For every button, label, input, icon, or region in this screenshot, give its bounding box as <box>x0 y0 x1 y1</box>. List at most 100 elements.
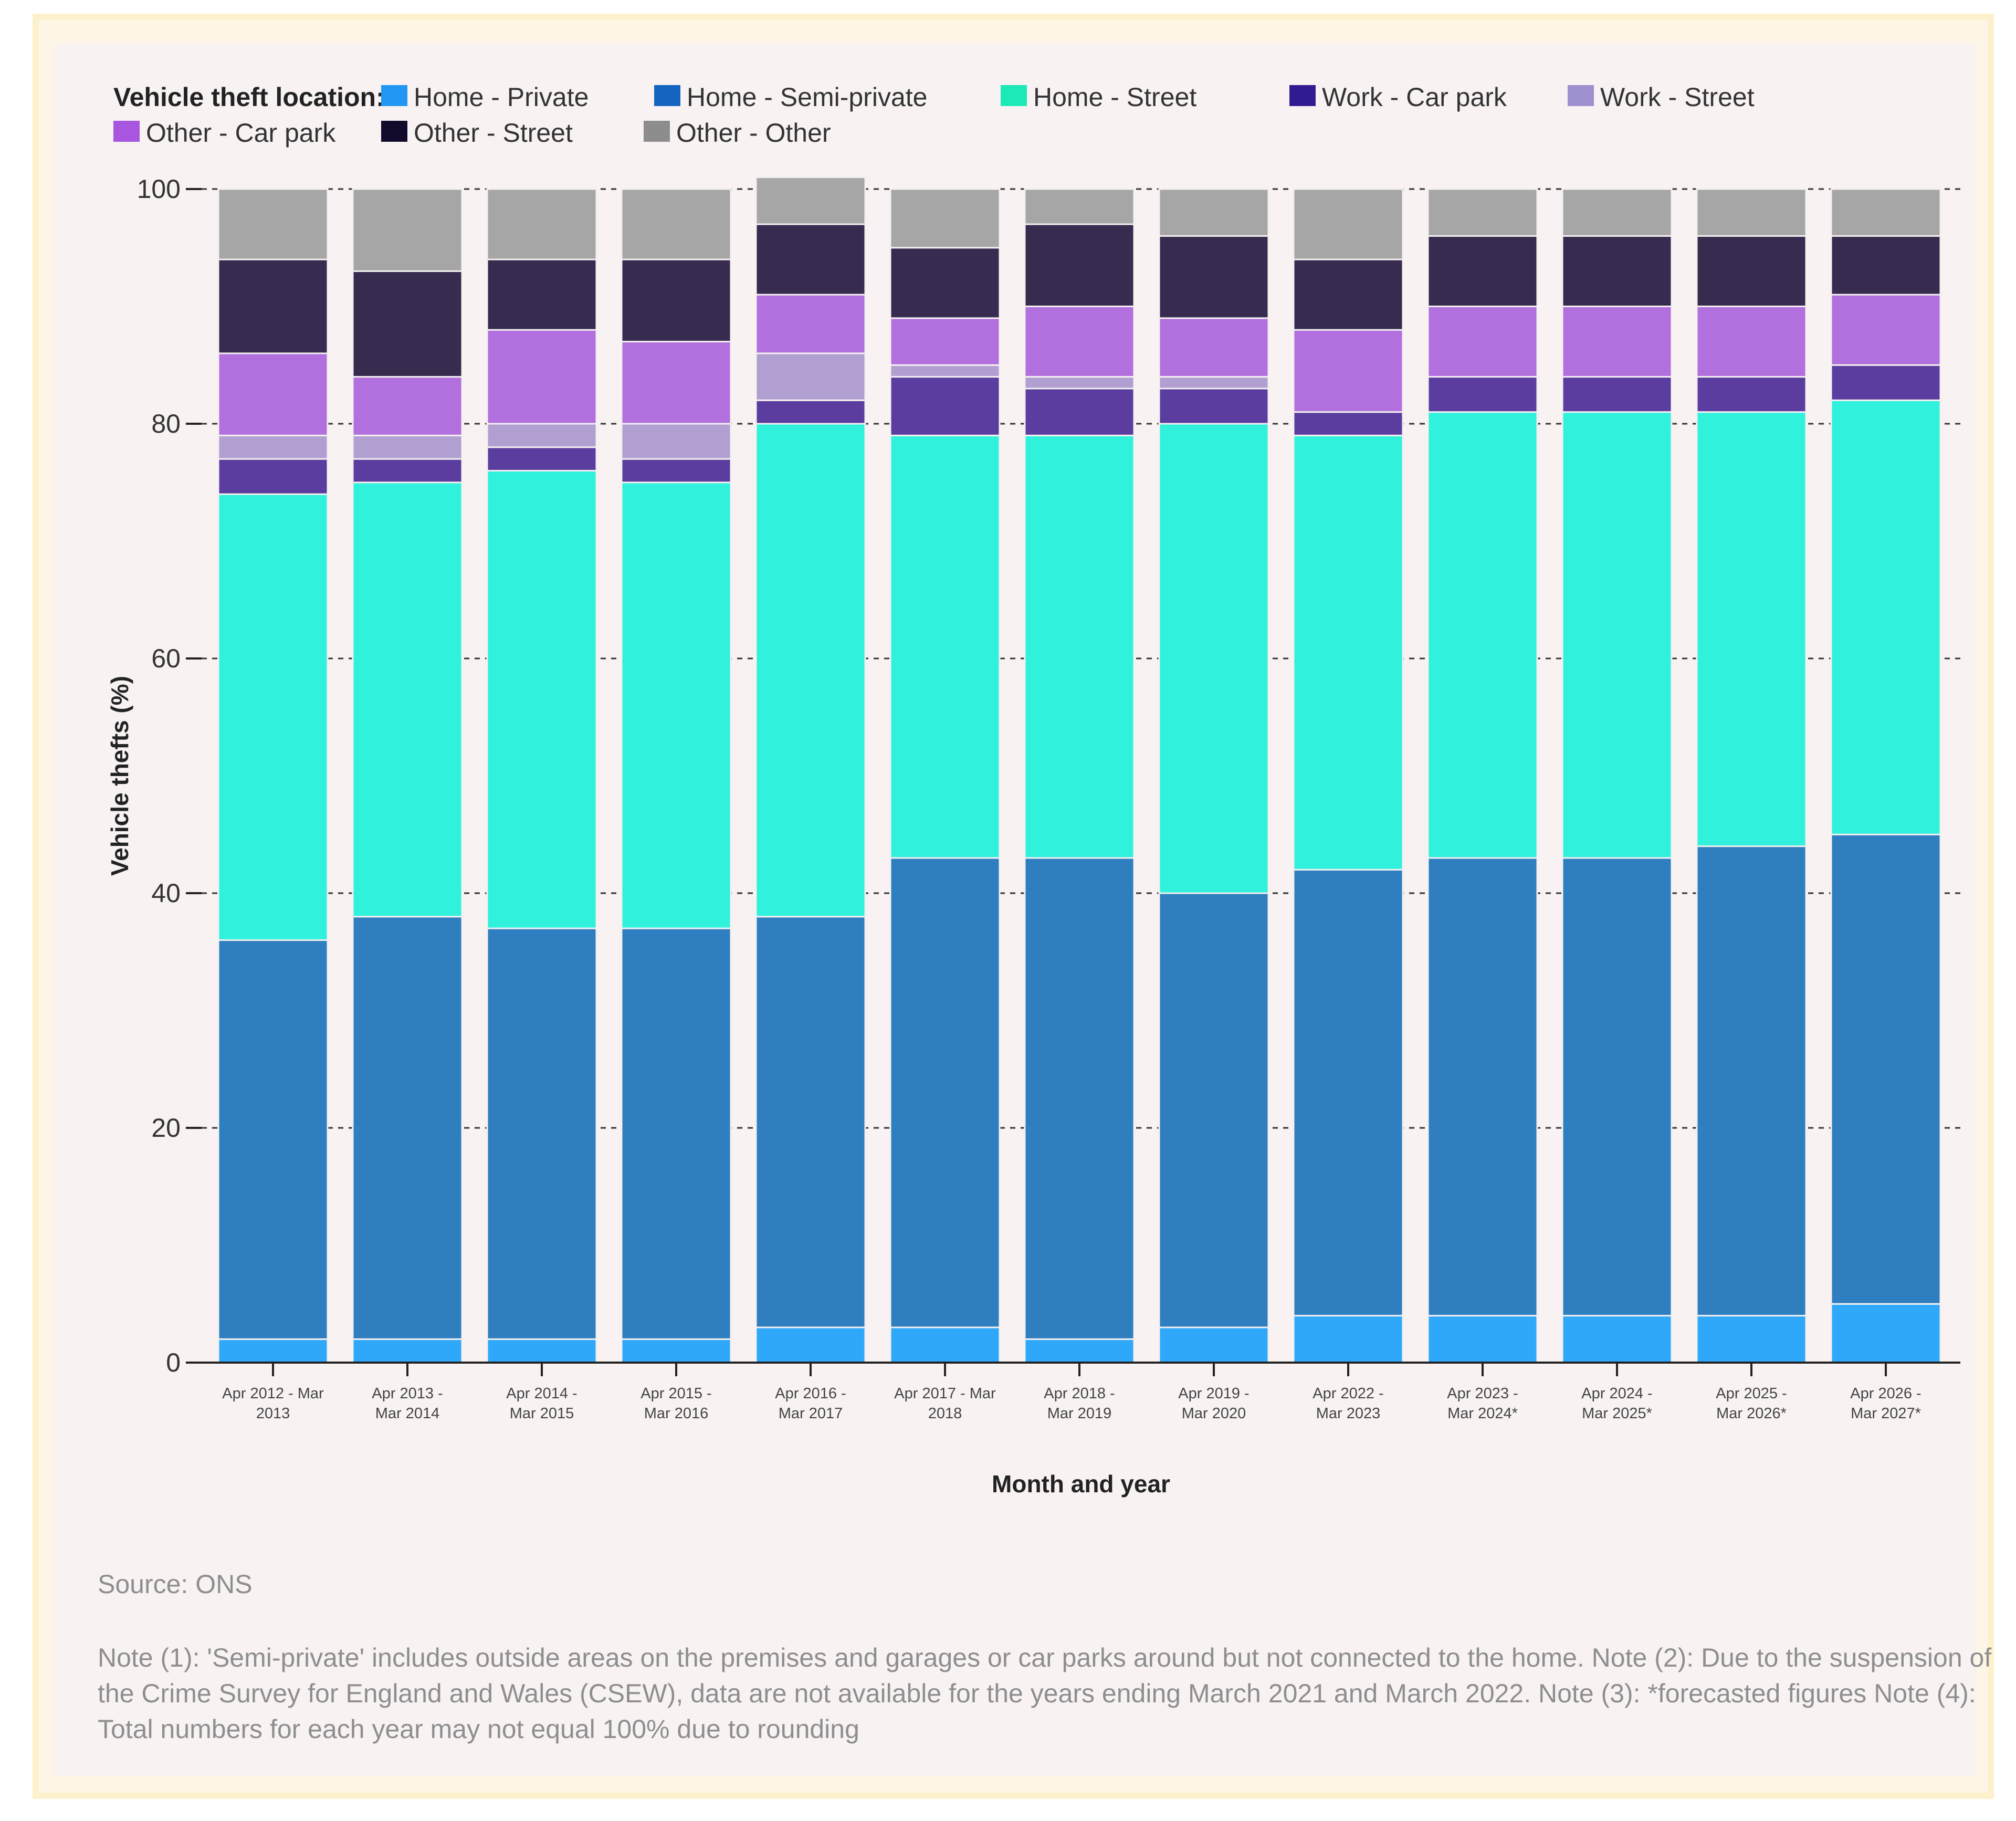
bar-segment-home-semi-private <box>486 927 597 1340</box>
bar-segment-work-street <box>755 352 866 401</box>
legend-item-other-car-park: Other - Car park <box>113 118 336 148</box>
bar-segment-work-street <box>889 364 1001 378</box>
x-tick-label: Apr 2026 -Mar 2027* <box>1850 1385 1921 1422</box>
bar-segment-other-car-park <box>352 376 463 436</box>
legend-swatch <box>644 121 670 142</box>
bar-segment-other-car-park <box>1158 317 1269 378</box>
bar-segment-work-car-park <box>352 458 463 484</box>
bar-segment-work-street <box>352 434 463 460</box>
bar-segment-home-private <box>486 1338 597 1364</box>
legend-swatch <box>381 121 407 142</box>
y-tick-label: 60 <box>151 644 181 673</box>
bar-segment-home-street <box>621 482 732 929</box>
bar-segment-home-private <box>1561 1315 1673 1364</box>
bar-segment-home-private <box>1696 1315 1807 1364</box>
y-axis-title: Vehicle thefts (%) <box>106 676 133 876</box>
bar-segment-home-street <box>1024 434 1135 859</box>
bar-segment-work-car-park <box>889 376 1001 436</box>
x-axis-title: Month and year <box>992 1470 1170 1498</box>
bar-segment-home-semi-private <box>1158 892 1269 1328</box>
bar-segment-other-other <box>217 188 329 260</box>
bar-segment-home-street <box>755 423 866 918</box>
y-axis-ticks: 0 20 40 60 80 100 <box>137 174 202 1377</box>
bar-segment-other-other <box>889 188 1001 249</box>
bar-segment-other-street <box>352 270 463 378</box>
bar-group <box>1427 188 1538 1364</box>
bar-segment-home-private <box>1293 1315 1404 1364</box>
bar-segment-other-car-park <box>217 352 329 436</box>
bar-segment-home-street <box>1830 399 1941 835</box>
bar-segment-other-other <box>352 188 463 272</box>
bar-segment-work-car-park <box>1561 376 1673 413</box>
bar-segment-home-semi-private <box>1427 857 1538 1317</box>
bar-segment-work-car-park <box>486 446 597 472</box>
legend-swatch <box>381 85 407 106</box>
bar-segment-other-car-park <box>889 317 1001 366</box>
legend-item-other-other: Other - Other <box>644 118 831 148</box>
bar-segment-home-private <box>1024 1338 1135 1364</box>
bar-segment-work-car-park <box>1696 376 1807 413</box>
bar-segment-home-street <box>217 493 329 941</box>
bar-segment-work-car-park <box>621 458 732 484</box>
bar-segment-other-other <box>1561 188 1673 237</box>
legend-item-home-semi-private: Home - Semi-private <box>654 82 927 112</box>
bar-segment-home-private <box>1427 1315 1538 1364</box>
bar-segment-other-street <box>1427 235 1538 307</box>
bar-segment-other-other <box>621 188 732 260</box>
bar-segment-home-street <box>1293 434 1404 871</box>
bar-segment-other-street <box>1696 235 1807 307</box>
bar-group <box>621 188 732 1364</box>
bar-segment-other-car-park <box>486 329 597 425</box>
bar-group <box>217 188 329 1364</box>
x-tick-label: Apr 2022 -Mar 2023 <box>1312 1385 1383 1422</box>
legend-item-home-street: Home - Street <box>1001 82 1196 112</box>
y-tick-label: 80 <box>151 409 181 438</box>
legend-label: Other - Other <box>676 118 831 148</box>
bar-segment-home-street <box>352 482 463 918</box>
bar-segment-other-street <box>1830 235 1941 296</box>
bar-segment-other-street <box>1158 235 1269 319</box>
bars <box>217 176 1941 1364</box>
x-tick-label: Apr 2018 -Mar 2019 <box>1044 1385 1115 1422</box>
bar-segment-other-other <box>1427 188 1538 237</box>
bar-segment-work-street <box>217 434 329 460</box>
bar-segment-other-car-park <box>1696 306 1807 378</box>
legend-item-other-street: Other - Street <box>381 118 573 148</box>
bar-segment-home-private <box>217 1338 329 1364</box>
bar-segment-other-other <box>1830 188 1941 237</box>
chart-legend: Vehicle theft location: Home - Private Ho… <box>113 82 1755 148</box>
bar-segment-other-car-park <box>1830 294 1941 366</box>
legend-item-work-street: Work - Street <box>1568 82 1755 112</box>
bar-segment-other-car-park <box>755 294 866 354</box>
bar-segment-home-street <box>1427 411 1538 859</box>
x-axis-ticks: Apr 2012 - Mar 2013 Apr 2013 -Mar 2014 Apr … <box>222 1363 1922 1422</box>
bar-segment-work-car-park <box>1024 388 1135 436</box>
bar-segment-work-street <box>1158 376 1269 390</box>
legend-swatch <box>1289 85 1316 106</box>
bar-segment-home-private <box>1158 1326 1269 1364</box>
chart-panel: Vehicle theft location: Home - Private Ho… <box>55 43 1976 1776</box>
bar-segment-other-car-park <box>1561 306 1673 378</box>
y-tick-label: 20 <box>151 1113 181 1143</box>
note-text: Note (1): 'Semi-private' includes outsid… <box>98 1643 1992 1744</box>
legend-swatch <box>1001 85 1027 106</box>
bar-group <box>1024 188 1135 1364</box>
bar-segment-other-car-park <box>621 341 732 425</box>
bar-segment-other-car-park <box>1427 306 1538 378</box>
bar-segment-other-street <box>1561 235 1673 307</box>
legend-swatch <box>113 121 140 142</box>
bar-segment-home-street <box>1561 411 1673 859</box>
bar-segment-home-private <box>755 1326 866 1364</box>
bar-segment-work-street <box>1024 376 1135 390</box>
chart-card: Vehicle theft location: Home - Private Ho… <box>33 14 1994 1799</box>
bar-group <box>1830 188 1941 1364</box>
bar-segment-home-semi-private <box>755 916 866 1328</box>
x-tick-label: Apr 2014 -Mar 2015 <box>506 1385 577 1422</box>
y-tick-label: 40 <box>151 878 181 908</box>
bar-segment-other-street <box>217 258 329 354</box>
bar-group <box>755 176 866 1364</box>
legend-label: Home - Street <box>1033 82 1196 112</box>
source-text: Source: ONS <box>98 1569 253 1599</box>
bar-segment-home-street <box>486 469 597 929</box>
bar-segment-other-car-park <box>1024 306 1135 378</box>
